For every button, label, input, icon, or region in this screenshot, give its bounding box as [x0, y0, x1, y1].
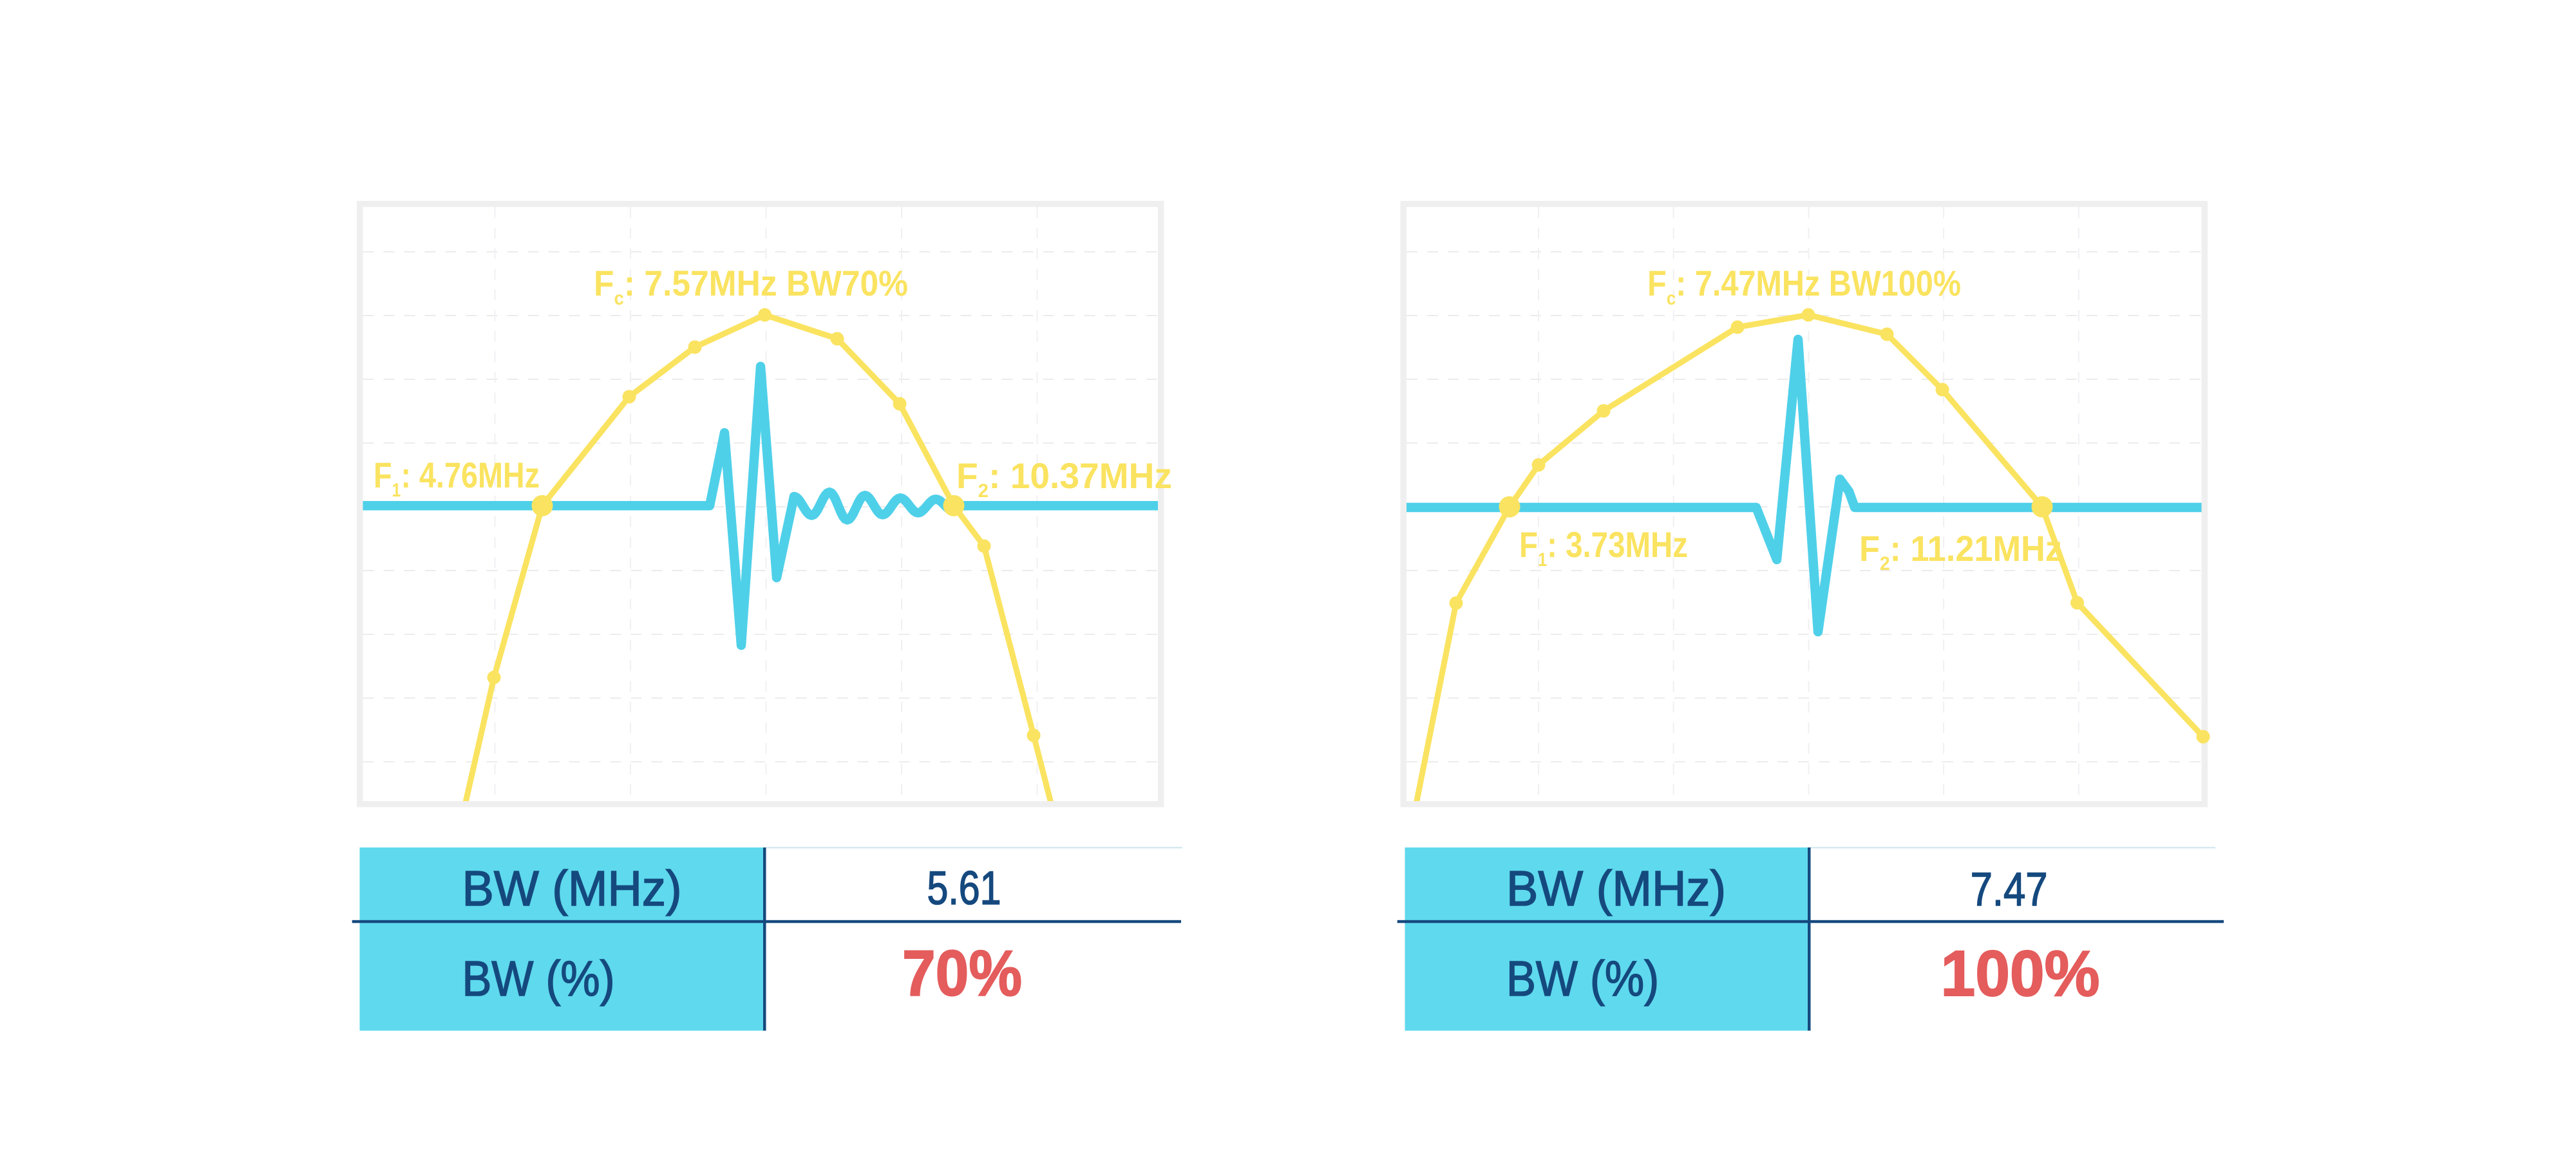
svg-text:7.47: 7.47: [1971, 864, 2048, 916]
svg-text:F1: 4.76MHz: F1: 4.76MHz: [374, 455, 540, 501]
svg-text:BW (%): BW (%): [462, 951, 615, 1006]
svg-text:Fc: 7.57MHz BW70%: Fc: 7.57MHz BW70%: [594, 263, 908, 309]
svg-text:BW (MHz): BW (MHz): [1506, 861, 1726, 916]
svg-text:F2: 11.21MHz: F2: 11.21MHz: [1859, 529, 2062, 574]
svg-text:Fc: 7.47MHz BW100%: Fc: 7.47MHz BW100%: [1647, 264, 1961, 309]
svg-text:5.61: 5.61: [927, 862, 1001, 914]
svg-text:F1: 3.73MHz: F1: 3.73MHz: [1519, 524, 1688, 570]
svg-text:BW (MHz): BW (MHz): [462, 861, 682, 916]
svg-text:BW (%): BW (%): [1506, 951, 1659, 1006]
svg-text:70%: 70%: [902, 938, 1022, 1009]
svg-text:100%: 100%: [1941, 937, 2100, 1009]
svg-text:F2: 10.37MHz: F2: 10.37MHz: [956, 456, 1172, 502]
